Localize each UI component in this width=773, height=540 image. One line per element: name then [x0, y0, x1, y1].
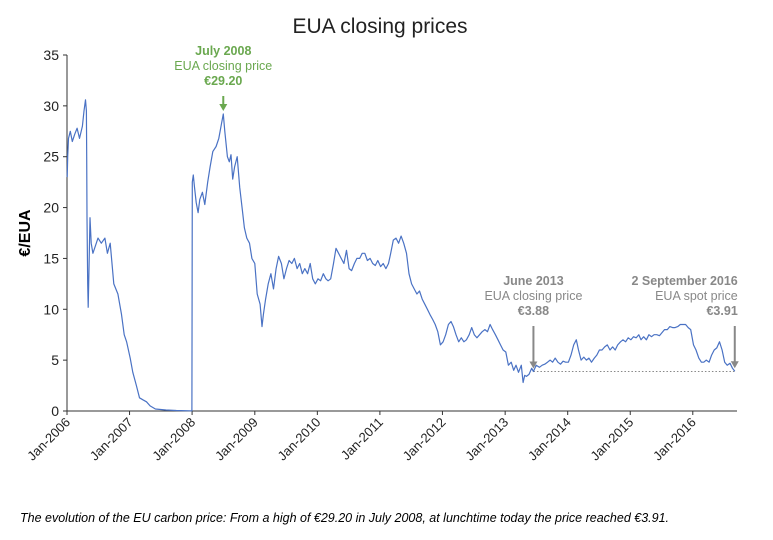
figure-caption: The evolution of the EU carbon price: Fr…: [20, 511, 669, 525]
annotation-subtitle: EUA spot price: [655, 289, 738, 303]
annotation-value: €29.20: [204, 74, 242, 88]
y-tick-label: 5: [51, 352, 59, 368]
x-tick-label: Jan-2011: [338, 415, 386, 463]
chart-title: EUA closing prices: [292, 15, 467, 38]
y-tick-label: 30: [43, 98, 59, 114]
x-tick-label: Jan-2007: [87, 415, 136, 464]
annotation-title: June 2013: [503, 274, 564, 288]
annotation-subtitle: EUA closing price: [484, 289, 582, 303]
eua-price-chart: EUA closing prices €/EUA 0 5 10 15 20 25 30 35 J…: [17, 15, 739, 463]
x-tick-label: Jan-2008: [149, 415, 198, 464]
axes: 0 5 10 15 20 25 30 35 Jan-2006 Jan-2007 Jan-2008 Ja…: [24, 47, 737, 463]
series-layer: [66, 99, 736, 412]
series-line: [66, 99, 736, 412]
x-tick-label: Jan-2010: [275, 415, 324, 464]
y-tick-label: 25: [43, 149, 59, 165]
annotation-value: €3.88: [518, 304, 549, 318]
annotation-arrow-head: [219, 103, 228, 111]
y-tick-label: 0: [51, 403, 59, 419]
x-tick-label: Jan-2015: [587, 415, 636, 464]
annotation-title: July 2008: [195, 44, 251, 58]
y-tick-label: 35: [43, 47, 59, 63]
x-tick-label: Jan-2009: [212, 415, 261, 464]
x-tick-label: Jan-2016: [650, 415, 699, 464]
x-tick-label: Jan-2006: [24, 415, 73, 464]
x-tick-label: Jan-2013: [462, 415, 511, 464]
y-tick-label: 20: [43, 200, 59, 216]
x-tick-label: Jan-2012: [400, 415, 449, 464]
annotation-title: 2 September 2016: [631, 274, 737, 288]
y-tick-label: 10: [43, 301, 59, 317]
annotation-arrow-head: [529, 361, 538, 369]
annotation-arrow-head: [730, 361, 739, 369]
annotation-value: €3.91: [706, 304, 737, 318]
y-tick-label: 15: [43, 250, 59, 266]
annotation-subtitle: EUA closing price: [174, 59, 272, 73]
x-tick-label: Jan-2014: [525, 415, 574, 464]
y-axis-label: €/EUA: [17, 209, 34, 257]
